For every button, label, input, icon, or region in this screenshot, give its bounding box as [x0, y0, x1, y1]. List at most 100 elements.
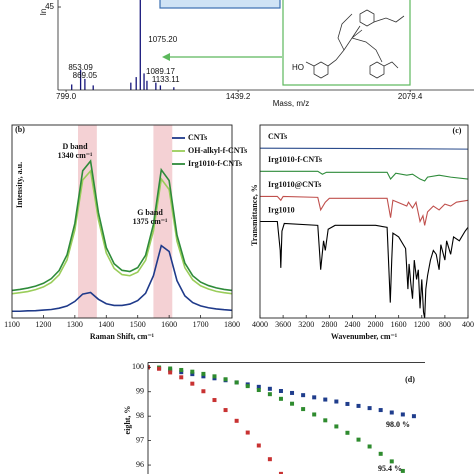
marks	[148, 365, 416, 474]
highlight-box	[159, 0, 281, 9]
point	[400, 412, 405, 417]
point	[312, 395, 317, 400]
series-line	[260, 170, 468, 182]
point	[345, 430, 350, 435]
x-axis-label: Raman Shift, cm⁻¹	[90, 332, 155, 341]
series-label: Irg1010	[268, 205, 295, 214]
structure-label: HO	[292, 63, 304, 72]
x-tick-label: 2079.4	[398, 92, 423, 101]
point	[278, 396, 283, 401]
point	[400, 468, 405, 473]
legend-label: OH-alkyl-f-CNTs	[188, 146, 247, 155]
x-tick-label: 1300	[67, 320, 83, 329]
point	[179, 375, 184, 380]
end-label: 95.4 %	[378, 464, 402, 473]
x-tick-label: 1400	[98, 320, 114, 329]
point	[411, 414, 416, 419]
point	[367, 444, 372, 449]
point	[278, 471, 283, 474]
x-tick-label: 1600	[391, 320, 407, 329]
point	[179, 367, 184, 372]
plot-frame	[259, 124, 469, 319]
point	[312, 412, 317, 417]
x-tick-label: 400	[462, 320, 474, 329]
point	[356, 437, 361, 442]
x-tick-label: 1200	[35, 320, 51, 329]
annotation: D band	[62, 142, 88, 151]
y-tick-label: 99	[136, 387, 144, 396]
point	[190, 369, 195, 374]
point	[323, 418, 328, 423]
peak-label: 1075.20	[148, 35, 177, 44]
point	[389, 410, 394, 415]
series-line	[260, 195, 468, 226]
point	[334, 424, 339, 429]
ring	[369, 61, 385, 79]
point	[201, 374, 206, 379]
peak-label: 853.09	[68, 63, 93, 72]
point	[245, 384, 250, 389]
legend-label: CNTs	[188, 133, 207, 142]
series-label: CNTs	[268, 132, 287, 141]
y-axis-label: Transmittance, %	[250, 184, 259, 246]
panel: 1100 1200 1300 1400 1500 1600 1700 1800 Raman Sh…	[4, 124, 247, 341]
peak-label: 869.05	[73, 71, 98, 80]
point	[389, 459, 394, 464]
annotation: 1375 cm⁻¹	[133, 217, 168, 226]
point	[245, 430, 250, 435]
x-tick-label: 1100	[4, 320, 20, 329]
plot-frame	[11, 124, 233, 319]
y-tick-label: 97	[136, 435, 144, 444]
legend-label: Irg1010-f-CNTs	[188, 159, 242, 168]
x-tick-label: 1600	[161, 320, 177, 329]
point	[278, 388, 283, 393]
series-line	[12, 169, 232, 295]
series-line	[260, 147, 468, 150]
point	[212, 398, 217, 403]
structure-box	[282, 0, 411, 86]
point	[201, 371, 206, 376]
peak-label: 1089.17	[146, 67, 175, 76]
point	[190, 381, 195, 386]
panel: 4000 3600 3200 2800 2400 2000 1600 1200 800 400 Wa…	[250, 124, 474, 341]
y-axis-label: Intensity, a.u.	[15, 162, 24, 208]
panel: 799.0 1439.2 2079.4 45 Mass, m/z In 1075.20 853…	[39, 0, 474, 108]
bonds	[305, 13, 405, 69]
y-tick-label: 100	[132, 362, 144, 371]
y-tick-label: 45	[45, 2, 54, 11]
y-axis-label: eight, %	[123, 406, 132, 435]
point	[256, 384, 261, 389]
series-label: Irg1010@CNTs	[268, 180, 321, 189]
marks	[12, 125, 232, 318]
ring	[313, 61, 329, 79]
end-label: 98.0 %	[386, 420, 410, 429]
y-tick-label: 98	[136, 411, 144, 420]
marks	[71, 0, 175, 90]
point	[267, 386, 272, 391]
x-tick-label: 1700	[193, 320, 209, 329]
arrow-head	[162, 53, 170, 61]
x-axis-label: Wavenumber, cm⁻¹	[331, 332, 398, 341]
series-line	[12, 159, 232, 292]
point	[168, 370, 173, 375]
x-tick-label: 4000	[252, 320, 268, 329]
series-label: Irg1010-f-CNTs	[268, 155, 322, 164]
peak-label: 1133.11	[152, 75, 180, 84]
x-tick-label: 1439.2	[226, 92, 251, 101]
x-axis-label: Mass, m/z	[273, 99, 309, 108]
x-tick-label: 2000	[368, 320, 384, 329]
y-axis-label: In	[39, 9, 48, 16]
point	[356, 403, 361, 408]
point	[234, 418, 239, 423]
point	[223, 408, 228, 413]
x-tick-label: 1500	[130, 320, 146, 329]
point	[157, 366, 162, 371]
series-line	[12, 244, 232, 313]
point	[234, 380, 239, 385]
point	[168, 366, 173, 371]
point	[301, 407, 306, 412]
point	[256, 388, 261, 393]
point	[212, 374, 217, 379]
point	[190, 372, 195, 377]
